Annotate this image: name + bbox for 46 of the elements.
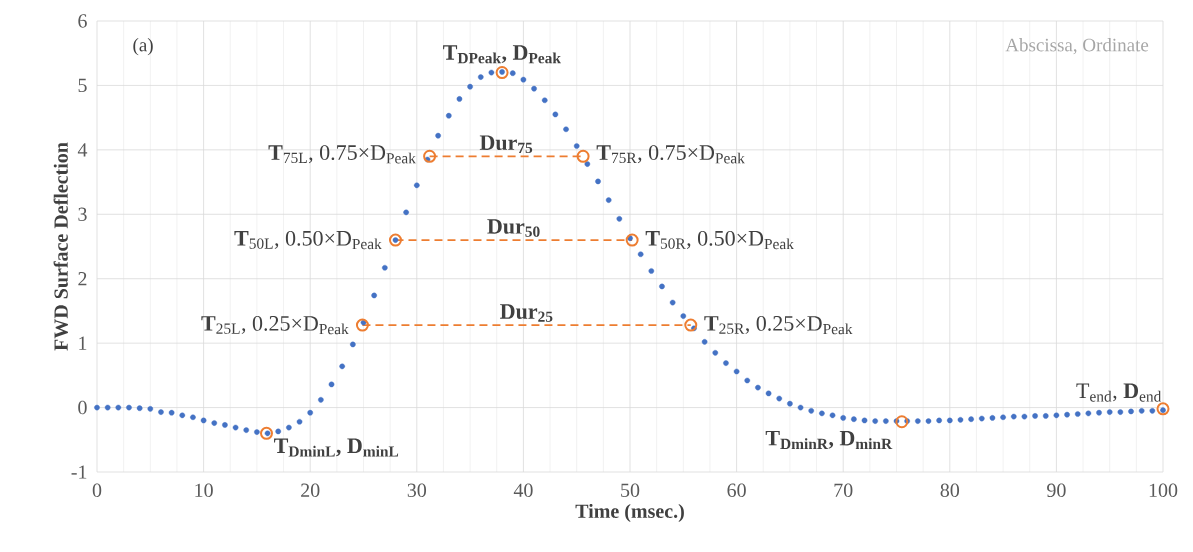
x-tick-label: 10	[195, 483, 213, 498]
point	[684, 318, 698, 332]
point	[388, 233, 402, 247]
x-tick-label: 80	[940, 483, 960, 498]
annotation: T$_{DminL}$, D$_{minL}$	[274, 438, 399, 457]
x-tick-label: 100	[1149, 483, 1178, 498]
annotation: (a)	[133, 38, 153, 56]
x-tick-label: 60	[727, 483, 746, 498]
point	[895, 415, 909, 429]
annotation: T$_{50L}$, 0.50×D$_{Peak}$	[234, 230, 382, 250]
point	[355, 318, 369, 332]
x-axis-title: Time (msec.)	[575, 503, 684, 523]
point	[423, 149, 437, 163]
y-tick-label: -1	[71, 465, 87, 479]
point	[260, 426, 273, 440]
x-tick-label: 50	[621, 483, 640, 498]
y-tick-label: 5	[78, 78, 87, 93]
annotation: T$_{50R}$, 0.50×D$_{Peak}$	[645, 230, 794, 250]
point	[576, 149, 590, 163]
x-tick-label: 90	[1047, 483, 1066, 498]
annotation: T$_{DPeak}$, D$_{Peak}$	[443, 45, 561, 64]
y-axis-title: FWD Surface Deflection	[53, 142, 68, 351]
annotation: Dur$_{50}$	[487, 219, 540, 237]
y-tick-label: 6	[78, 14, 87, 28]
y-tick-label: 4	[77, 143, 88, 157]
y-tick-label: 1	[79, 336, 87, 350]
annotation: Dur$_{75}$	[479, 135, 533, 154]
point	[1156, 402, 1170, 416]
annotation: T$_{end}$, D$_{end}$	[1076, 383, 1162, 402]
annotation: T$_{25R}$, 0.25×D$_{Peak}$	[704, 315, 853, 335]
point	[625, 233, 639, 247]
x-tick-label: 40	[513, 483, 533, 498]
annotation: T$_{75L}$, 0.75×D$_{Peak}$	[268, 145, 416, 164]
annotation: T$_{75R}$, 0.75×D$_{Peak}$	[596, 145, 745, 164]
y-tick-label: 2	[78, 272, 87, 286]
annotation: Abscissa, Ordinate	[1005, 38, 1149, 55]
annotation: T$_{25L}$, 0.25×D$_{Peak}$	[201, 315, 349, 335]
x-tick-label: 20	[301, 483, 320, 498]
y-tick-label: 0	[78, 400, 87, 415]
x-tick-label: 0	[92, 483, 102, 498]
y-tick-label: 3	[78, 207, 87, 221]
annotation: T$_{DminR}$, D$_{minR}$	[765, 430, 893, 449]
annotation: Dur$_{25}$	[500, 304, 553, 322]
x-tick-label: 70	[834, 483, 853, 498]
x-tick-label: 30	[407, 483, 427, 498]
point	[495, 66, 509, 80]
